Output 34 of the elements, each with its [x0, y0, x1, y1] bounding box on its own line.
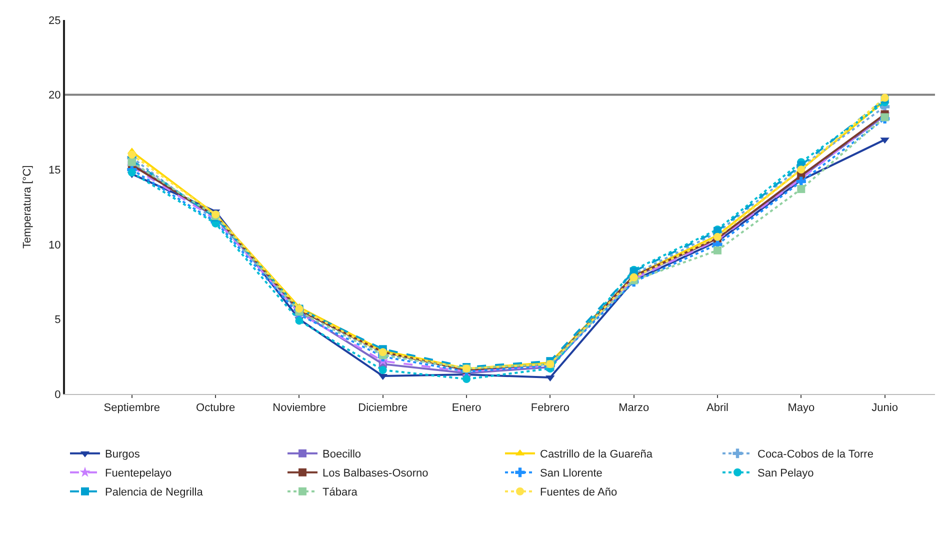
- point: [797, 185, 806, 194]
- y-tick-label: 25: [48, 14, 61, 27]
- y-tick-label: 0: [54, 388, 61, 401]
- legend-label: Fuentepelayo: [105, 468, 172, 480]
- x-tick-label: Septiembre: [104, 402, 160, 414]
- x-tick-label: Octubre: [196, 402, 236, 414]
- legend-label: Tábara: [322, 486, 358, 499]
- x-tick-label: Abril: [706, 402, 729, 414]
- y-tick-label: 20: [48, 90, 61, 102]
- legend-label: San Pelayo: [758, 468, 814, 480]
- point: [128, 168, 136, 177]
- y-tick-label: 10: [48, 239, 61, 252]
- x-tick-label: Mayo: [788, 402, 815, 414]
- point: [714, 246, 722, 254]
- y-axis-title: Temperatura [°C]: [22, 165, 34, 249]
- legend-label: Los Balbases-Osorno: [322, 468, 428, 480]
- y-tick-label: 15: [48, 164, 61, 176]
- x-tick-label: Febrero: [530, 402, 570, 414]
- y-tick-label: 5: [54, 314, 61, 326]
- legend-label: Castrillo de la Guareña: [540, 448, 654, 461]
- legend-label: Burgos: [105, 448, 140, 461]
- x-tick-label: Junio: [872, 402, 898, 414]
- point: [128, 150, 136, 159]
- x-tick-label: Enero: [452, 402, 482, 414]
- legend-label: San Llorente: [540, 468, 602, 480]
- x-tick-label: Noviembre: [272, 402, 326, 414]
- legend-label: Palencia de Negrilla: [105, 486, 204, 499]
- legend-label: Coca-Cobos de la Torre: [758, 448, 874, 461]
- legend-label: Fuentes de Año: [540, 486, 618, 499]
- x-tick-label: Marzo: [618, 402, 650, 414]
- x-tick-label: Diciembre: [358, 402, 408, 414]
- point: [378, 366, 387, 374]
- legend-label: Boecillo: [322, 448, 362, 461]
- point: [462, 375, 471, 384]
